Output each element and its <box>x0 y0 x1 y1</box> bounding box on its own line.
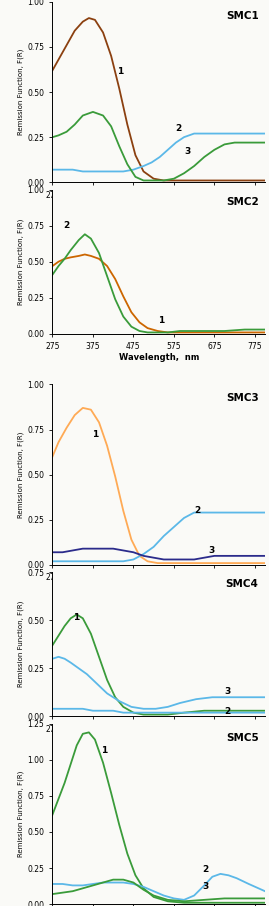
Text: 3: 3 <box>202 882 208 891</box>
Text: SMC3: SMC3 <box>226 393 259 403</box>
X-axis label: Wavelength,  nm: Wavelength, nm <box>119 201 199 210</box>
Y-axis label: Remission Function, F(R): Remission Function, F(R) <box>18 431 24 518</box>
Text: 1: 1 <box>158 316 164 325</box>
X-axis label: Wavelength,  nm: Wavelength, nm <box>119 352 199 361</box>
Text: SMC5: SMC5 <box>226 733 259 743</box>
Text: 2: 2 <box>175 124 181 133</box>
Text: 1: 1 <box>92 429 98 439</box>
X-axis label: Wavelength,  nm: Wavelength, nm <box>119 735 199 744</box>
Text: 2: 2 <box>63 221 70 230</box>
Text: 1: 1 <box>117 67 123 76</box>
Text: 3: 3 <box>208 546 215 555</box>
Text: 1: 1 <box>101 746 107 755</box>
Text: 3: 3 <box>184 148 190 157</box>
Text: SMC1: SMC1 <box>226 11 259 21</box>
Text: SMC4: SMC4 <box>226 579 259 589</box>
X-axis label: Wavelength,  nm: Wavelength, nm <box>119 583 199 593</box>
Text: 1: 1 <box>73 613 79 622</box>
Text: SMC2: SMC2 <box>226 197 259 207</box>
Y-axis label: Remission Function, F(R): Remission Function, F(R) <box>18 218 24 305</box>
Y-axis label: Remission Function, F(R): Remission Function, F(R) <box>18 771 24 857</box>
Text: 3: 3 <box>225 688 231 697</box>
Text: 2: 2 <box>225 707 231 716</box>
Y-axis label: Remission Function, F(R): Remission Function, F(R) <box>18 601 24 688</box>
Text: 2: 2 <box>202 864 208 873</box>
Y-axis label: Remission Function, F(R): Remission Function, F(R) <box>18 49 24 135</box>
Text: 2: 2 <box>194 506 200 515</box>
